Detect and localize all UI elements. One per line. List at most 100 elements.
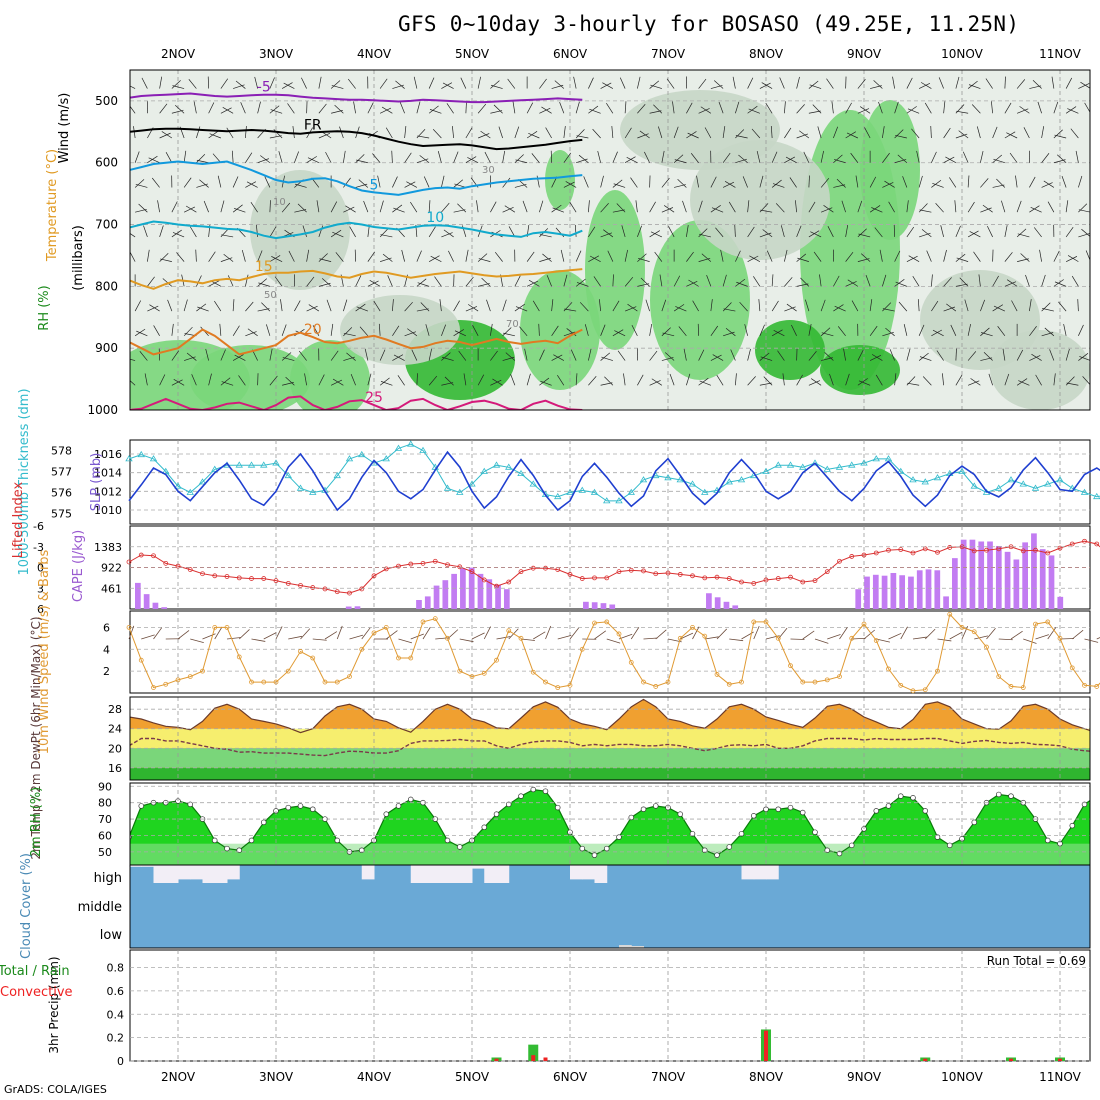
rh2m-point (738, 831, 745, 837)
wind-barb (889, 349, 895, 361)
wind-barb (287, 103, 295, 114)
wind-barb (857, 349, 864, 361)
wind-barb (967, 351, 977, 361)
wind-barb (546, 275, 552, 287)
wind-barb (820, 327, 831, 337)
wind-barb (945, 156, 957, 164)
wind-speed-point (469, 674, 475, 679)
wind-barb (875, 374, 883, 386)
cloud-high-gap (423, 865, 436, 883)
wind-barb (356, 159, 368, 164)
wind-barb (465, 101, 467, 114)
wind-barb (553, 354, 565, 361)
cloud-frame (129, 864, 1091, 949)
wind-barb (974, 635, 988, 640)
thickness-point (995, 484, 1003, 491)
wind-barb (526, 373, 531, 386)
rh2m-point (640, 806, 647, 812)
wind-barb (836, 178, 846, 188)
wind-barb (688, 279, 699, 287)
wind-barb (967, 380, 980, 386)
wind-barb (824, 352, 834, 361)
wind-barb (980, 150, 984, 163)
wind-barb (906, 77, 913, 89)
wind-barb (498, 126, 503, 139)
wind-barb (526, 102, 534, 114)
wind-barb (379, 78, 388, 89)
wind-barb (343, 332, 356, 337)
rh2m-point (799, 809, 806, 816)
wind-barb (367, 280, 379, 287)
wind-barb (398, 638, 413, 644)
thickness-point (811, 459, 819, 466)
rh2m-point (934, 834, 941, 840)
wind-barb (970, 378, 981, 386)
wind-barb (968, 84, 981, 89)
wind-barb (756, 150, 761, 163)
wind-barb (942, 373, 944, 386)
wind-barb (857, 228, 867, 238)
date-label-top: 8NOV (749, 47, 784, 61)
wind-barb (369, 280, 381, 287)
wind-barb (573, 76, 577, 89)
wind-barb (319, 258, 332, 262)
wind-barb (441, 324, 447, 336)
thickness-point (1044, 480, 1052, 487)
wind-speed-point (898, 682, 904, 688)
rh2m-point (971, 819, 977, 826)
rh2m-point (787, 804, 794, 811)
wind-barb (996, 178, 1006, 188)
temp-line (130, 698, 1090, 734)
cape-bar (591, 602, 598, 609)
wind-barb (269, 135, 282, 139)
wind-barb (130, 380, 136, 386)
wind-barb (393, 354, 405, 361)
wind-barb (1091, 180, 1100, 187)
cape-tick-label: 461 (101, 582, 122, 595)
wind-barb (983, 351, 993, 361)
wind-barb (898, 301, 908, 312)
wind-barb (1030, 206, 1042, 213)
wind-barb (871, 207, 883, 213)
pressure-axis-label: (millibars) (71, 225, 86, 291)
date-label-bottom: 4NOV (357, 1070, 392, 1084)
wind-barb (895, 281, 908, 287)
thickness-point (1080, 488, 1089, 495)
wind-barb (367, 102, 374, 114)
wind-barb (318, 253, 328, 262)
cape-bar (503, 589, 510, 609)
wind-barb (821, 332, 834, 337)
li-point (861, 552, 867, 558)
thickness-point (786, 461, 795, 468)
thickness-point (627, 488, 635, 495)
wind-barb (710, 354, 722, 361)
wind-barb (919, 232, 931, 238)
wind-barb (274, 276, 283, 287)
wind-barb (658, 126, 663, 139)
wind-barb (538, 323, 540, 336)
wind-barb (465, 306, 478, 312)
wind-barb (601, 356, 613, 361)
wind-barb (269, 226, 277, 238)
wind-barb (208, 130, 219, 139)
wind-speed-point (236, 654, 242, 660)
wind-barb (250, 202, 258, 213)
li-tick-label: 6 (37, 603, 44, 616)
wind-barb (165, 152, 173, 163)
wind-barb (1053, 250, 1060, 262)
wind-barb (771, 300, 779, 312)
precip-axis-label: 3hr Precip (mm) (47, 956, 61, 1053)
wind-barb (472, 325, 479, 336)
wind-barb (991, 101, 993, 114)
temp2m-plot (130, 697, 1090, 780)
thickness-point (174, 482, 182, 489)
wind-barb (300, 628, 311, 640)
wind-barb (459, 638, 474, 643)
wind-barb (478, 258, 491, 262)
rh2m-point (910, 795, 916, 801)
wind-barb (882, 331, 894, 337)
wind-barb (505, 352, 516, 361)
wind-barb (943, 277, 952, 287)
wind-barb (600, 232, 613, 238)
wind-barb (699, 233, 711, 238)
